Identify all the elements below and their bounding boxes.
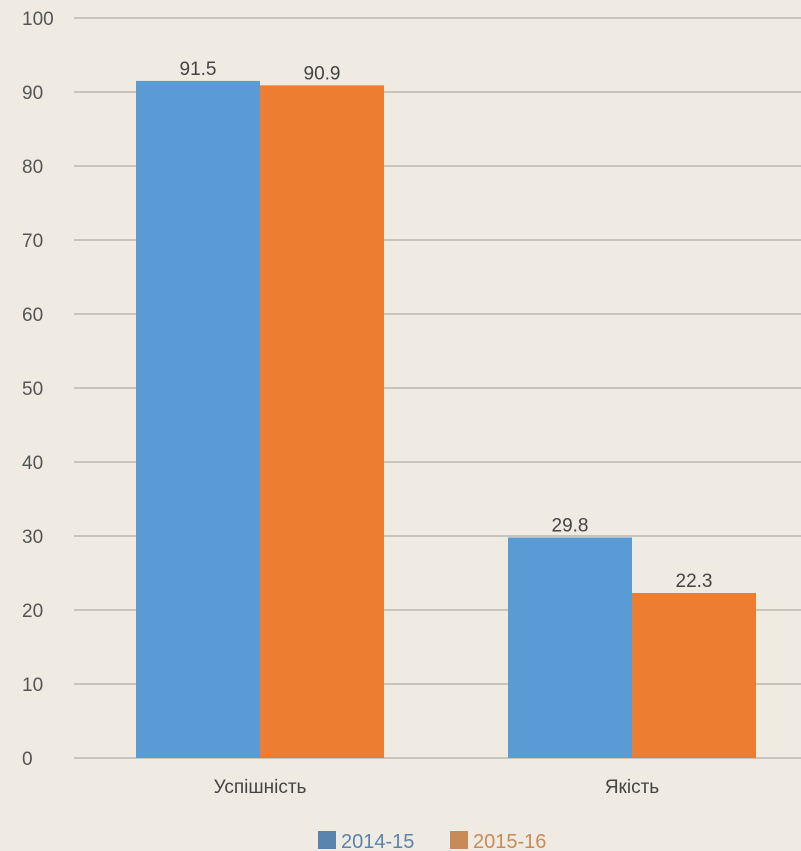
data-label: 90.9 bbox=[304, 63, 341, 84]
y-tick-label: 100 bbox=[22, 9, 54, 30]
data-label: 29.8 bbox=[552, 515, 589, 536]
y-tick-label: 10 bbox=[22, 675, 43, 696]
bar bbox=[260, 85, 384, 759]
legend-swatch bbox=[450, 831, 468, 849]
y-tick-label: 60 bbox=[22, 305, 43, 326]
y-tick-label: 70 bbox=[22, 231, 43, 252]
category-label: Якість bbox=[605, 777, 659, 798]
y-axis-tick-labels: 0 10 20 30 40 50 60 70 80 90 100 bbox=[22, 9, 54, 770]
data-label: 22.3 bbox=[676, 571, 713, 592]
y-tick-label: 20 bbox=[22, 601, 43, 622]
legend: 2014-15 2015-16 bbox=[318, 831, 546, 851]
bars bbox=[136, 80, 756, 759]
y-tick-label: 80 bbox=[22, 157, 43, 178]
y-tick-label: 30 bbox=[22, 527, 43, 548]
data-label: 91.5 bbox=[180, 59, 217, 80]
y-tick-label: 90 bbox=[22, 83, 43, 104]
bar bbox=[508, 537, 632, 758]
x-axis-category-labels: Успішність Якість bbox=[214, 777, 660, 798]
y-tick-label: 40 bbox=[22, 453, 43, 474]
y-tick-label: 50 bbox=[22, 379, 43, 400]
legend-label: 2014-15 bbox=[341, 831, 414, 851]
legend-swatch bbox=[318, 831, 336, 849]
data-labels: 91.5 90.9 29.8 22.3 bbox=[180, 59, 713, 592]
bar bbox=[136, 80, 260, 758]
y-tick-label: 0 bbox=[22, 749, 33, 770]
legend-label: 2015-16 bbox=[473, 831, 546, 851]
bar bbox=[632, 592, 756, 758]
category-label: Успішність bbox=[214, 777, 307, 798]
